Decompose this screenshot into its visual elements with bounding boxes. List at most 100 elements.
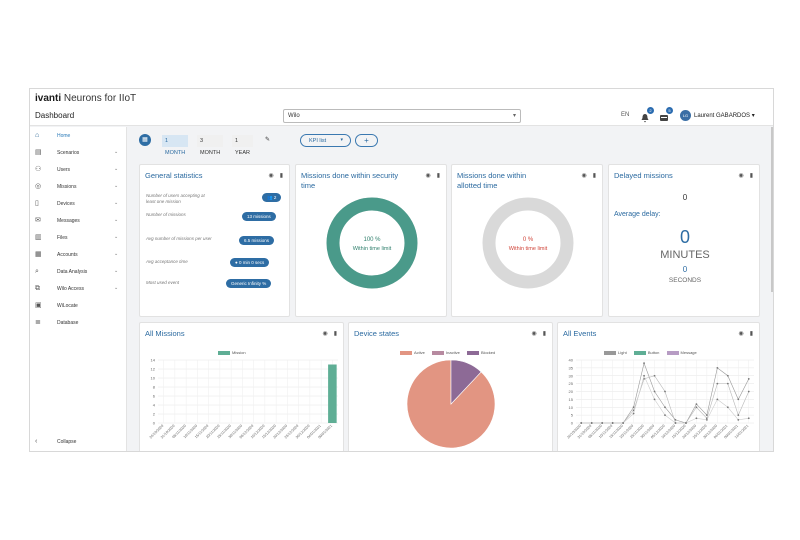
sidebar-item-scenarios[interactable]: ▤ Scenarios ⌄ (30, 146, 127, 160)
user-menu[interactable]: Laurent GABARDOS ▾ (694, 112, 755, 119)
device-states-card: Device states ◉ ▮ Active Inactive Blocked (348, 322, 553, 451)
data-point (674, 422, 677, 424)
period-1-year[interactable]: 1 YEAR (232, 135, 253, 156)
general-statistics-card: General statistics ◉ ▮ Number of users ac… (139, 164, 290, 317)
trash-icon[interactable]: ▮ (279, 173, 283, 179)
data-point (695, 417, 698, 420)
notifications-button[interactable]: 2 (640, 107, 654, 123)
donut-caption: Within time limit (509, 246, 548, 252)
sidebar-item-label: Files (57, 235, 68, 241)
hide-icon[interactable]: ◉ (581, 173, 587, 179)
sidebar-item-label: Accounts (57, 252, 78, 258)
data-point (705, 418, 708, 421)
device-states-pie-chart (406, 359, 496, 449)
hide-icon[interactable]: ◉ (738, 173, 744, 179)
legend-label: Active (414, 350, 425, 355)
sidebar-item-wilocate[interactable]: ▣ WiLocate (30, 299, 127, 313)
sidebar-item-label: Data Analysis (57, 269, 88, 275)
kpi-list-dropdown[interactable]: KPI list ▾ (300, 134, 351, 147)
data-point (747, 390, 750, 393)
collapse-button[interactable]: ‹ Collapse (30, 435, 127, 449)
data-point (664, 390, 666, 393)
period-3-month[interactable]: 3 MONTH (197, 135, 224, 156)
events-line-chart: 051015202530354026/10/202031/10/202005/1… (566, 358, 754, 439)
legend-swatch (218, 350, 230, 355)
data-point (664, 414, 666, 417)
donut-track (482, 197, 574, 289)
chevron-down-icon: ⌄ (114, 234, 119, 240)
period-1-month[interactable]: 1 MONTH (162, 135, 189, 156)
sidebar-item-wilo-access[interactable]: ⧉ Wilo Access ⌄ (30, 282, 127, 296)
trash-icon[interactable]: ▮ (592, 173, 596, 179)
username-label: Laurent GABARDOS (694, 113, 751, 119)
user-avatar[interactable]: LG (680, 110, 691, 121)
sidebar-item-label: Database (57, 320, 79, 326)
y-tick-label: 14 (151, 358, 156, 363)
hide-icon[interactable]: ◉ (322, 331, 328, 337)
site-select[interactable]: Wilo ▾ (283, 109, 521, 123)
delayed-missions-card: Delayed missions ◉ ▮ 0 Average delay: 0 M… (608, 164, 760, 317)
stat-label: Avg number of missions per user (146, 236, 212, 241)
inbox-icon (660, 115, 668, 121)
y-tick-label: 4 (153, 403, 156, 408)
sidebar-item-label: Devices (57, 201, 75, 207)
sidebar-item-users[interactable]: ⚇ Users ⌄ (30, 163, 127, 177)
card-title: All Events (563, 329, 597, 338)
sidebar-item-data-analysis[interactable]: ⌕ Data Analysis ⌄ (30, 265, 127, 279)
sidebar-item-label: Users (57, 167, 71, 173)
bar (328, 364, 337, 423)
missions-security-card: Missions done within security time ◉ ▮ 10… (295, 164, 447, 317)
building-icon: ▦ (35, 251, 42, 258)
sidebar-item-accounts[interactable]: ▦ Accounts ⌄ (30, 248, 127, 262)
hide-icon[interactable]: ◉ (268, 173, 274, 179)
chevron-down-icon: ⌄ (114, 268, 119, 274)
trash-icon[interactable]: ▮ (749, 331, 753, 337)
files-icon: ▥ (35, 234, 42, 241)
data-point (747, 378, 750, 380)
card-title: Delayed missions (614, 171, 673, 180)
stat-label: Number of missions (146, 212, 186, 217)
y-tick-label: 15 (569, 397, 574, 402)
sidebar-item-missions[interactable]: ◎ Missions ⌄ (30, 180, 127, 194)
database-icon: ≣ (35, 319, 41, 326)
legend-label: Button (647, 350, 660, 355)
y-tick-label: 35 (569, 365, 574, 370)
y-tick-label: 25 (569, 381, 574, 386)
data-point (716, 382, 719, 385)
y-tick-label: 20 (569, 389, 574, 394)
sidebar-item-database[interactable]: ≣ Database (30, 316, 127, 330)
device-icon: ▯ (35, 200, 39, 207)
trash-icon[interactable]: ▮ (436, 173, 440, 179)
y-tick-label: 10 (569, 405, 574, 410)
allotted-donut-chart: 0 % Within time limit (482, 197, 574, 289)
chevron-down-icon: ▾ (340, 137, 343, 143)
legend-label: Light (618, 350, 627, 355)
data-point (737, 414, 740, 417)
trash-icon[interactable]: ▮ (749, 173, 753, 179)
hide-icon[interactable]: ◉ (738, 331, 744, 337)
inbox-button[interactable]: 5 (659, 107, 673, 121)
add-widget-button[interactable]: + (355, 134, 378, 147)
sidebar: ⌂ Home ▤ Scenarios ⌄ ⚇ Users ⌄ ◎ Missions ⌄ ▯ Device… (30, 127, 127, 451)
hide-icon[interactable]: ◉ (531, 331, 537, 337)
delayed-count: 0 (682, 193, 688, 202)
language-switch[interactable]: EN (621, 112, 630, 118)
sidebar-item-home[interactable]: ⌂ Home (30, 129, 127, 143)
sidebar-item-files[interactable]: ▥ Files ⌄ (30, 231, 127, 245)
book-icon: ▤ (35, 149, 42, 156)
edit-pencil-icon[interactable]: ✎ (265, 137, 271, 143)
chevron-down-icon: ⌄ (114, 149, 119, 155)
data-point (643, 362, 645, 365)
sidebar-item-label: Home (57, 133, 71, 139)
donut-caption: Within time limit (353, 246, 392, 252)
legend-label: Mission (232, 350, 246, 355)
hide-icon[interactable]: ◉ (425, 173, 431, 179)
calendar-button[interactable]: ▦ (139, 134, 151, 146)
trash-icon[interactable]: ▮ (542, 331, 546, 337)
sidebar-item-devices[interactable]: ▯ Devices ⌄ (30, 197, 127, 211)
target-icon: ◎ (35, 183, 42, 190)
scrollbar[interactable] (771, 127, 773, 292)
trash-icon[interactable]: ▮ (333, 331, 337, 337)
y-tick-label: 8 (153, 385, 156, 390)
sidebar-item-messages[interactable]: ✉ Messages ⌄ (30, 214, 127, 228)
